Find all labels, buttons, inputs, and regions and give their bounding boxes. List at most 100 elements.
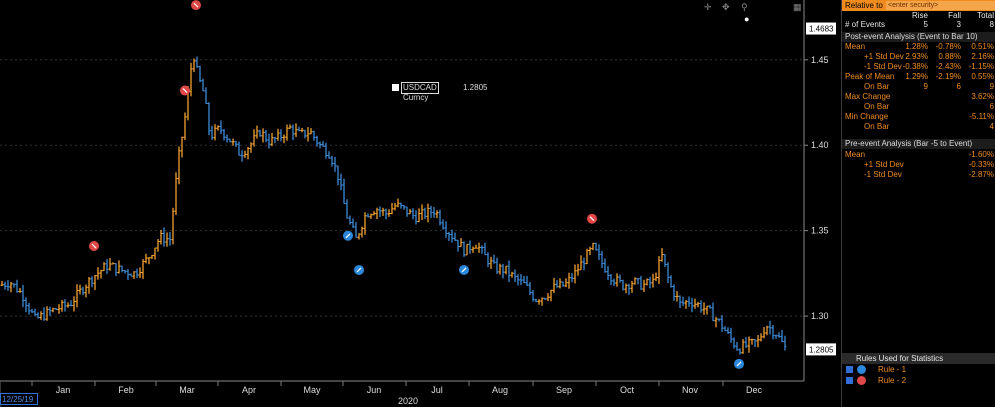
pre-event-value: -0.33% [968,160,994,169]
event-markers [89,0,744,369]
x-tick-label: Jun [367,385,382,395]
stats-value-total: 6 [989,102,994,111]
rise-event-glyph [356,267,362,273]
x-tick-label: Dec [746,385,763,395]
rule-2-checkbox[interactable] [846,377,853,384]
pre-event-label: -1 Std Dev [864,170,902,179]
stats-row-label: Peak of Mean [845,72,895,81]
stats-value-fall: 6 [956,82,961,91]
rule-row-2[interactable]: Rule - 2 [842,376,995,386]
fall-event-glyph [589,216,595,222]
x-tick-label: Apr [242,385,256,395]
stats-value-fall: -2.43% [935,62,961,71]
stats-row-label: On Bar [864,82,890,91]
gridlines [0,59,804,317]
stats-value-rise: 2.93% [905,52,928,61]
rules-section: Rules Used for Statistics Rule - 1 Rule … [842,353,995,389]
x-tick-label: Sep [556,385,572,395]
x-axis: Jan Feb Mar Apr May Jun Jul Aug Sep Oct Nov Dec 2020 [31,381,763,406]
rise-event-glyph [345,233,351,239]
legend-value: 1.2805 [463,83,488,92]
price-bars [0,56,787,355]
last-price-label: 1.2805 [809,345,834,354]
event-statistics-panel: Relative to <enter security> Rise Fall T… [841,0,995,407]
pre-event-value: -2.87% [968,170,994,179]
rule-row-1[interactable]: Rule - 1 [842,365,995,375]
pre-event-row: -1 Std Dev -2.87% [842,170,995,180]
last-price-box [806,343,836,356]
y-tick-label: 1.45 [811,55,829,65]
y-tick-label: 1.30 [811,311,829,321]
pre-event-row: +1 Std Dev -0.33% [842,160,995,170]
stats-row: Mean 1.28% -0.78% 0.51% [842,42,995,52]
stats-value-rise: 1.28% [905,42,928,51]
stats-row-label: On Bar [864,102,890,111]
relative-to-label: Relative to [845,1,883,10]
high-price-box [806,22,836,35]
crosshair-icon[interactable]: ✛ [704,2,712,12]
pan-icon[interactable]: ✥ [722,2,730,12]
stats-value-total: 9 [989,82,994,91]
col-total: Total [977,11,994,20]
pre-event-header-label: Pre-event Analysis (Bar -5 to Event) [845,139,973,148]
stats-row: On Bar 6 [842,102,995,112]
high-price-label: 1.4683 [809,25,834,34]
stats-value-rise: 5 [923,20,928,29]
rise-event-glyph [736,361,742,367]
stats-value-fall: 3 [956,20,961,29]
stats-value-total: 0.51% [971,42,994,51]
pre-event-header: Pre-event Analysis (Bar -5 to Event) [842,139,995,149]
relative-to-bar: Relative to <enter security> [842,0,995,11]
rules-header-label: Rules Used for Statistics [856,354,944,363]
y-tick-label: 1.35 [811,226,829,236]
stats-row-label: Min Change [845,112,889,121]
stats-row-label: Post-event Analysis (Event to Bar 10) [845,32,978,41]
stats-row: # of Events 5 3 8 [842,20,995,30]
rise-event-glyph [461,267,467,273]
rule-1-checkbox[interactable] [846,366,853,373]
fall-event-glyph [193,2,199,8]
stats-row: Post-event Analysis (Event to Bar 10) [842,32,995,42]
start-date-field[interactable]: 12/25/19 [0,393,38,405]
stats-row-label: -1 Std Dev [864,62,902,71]
dot-icon[interactable]: ● [744,14,750,24]
stats-value-fall: 0.88% [938,52,961,61]
stats-value-total: 3.62% [971,92,994,101]
stats-row-label: Mean [845,42,866,51]
x-tick-label: Feb [118,385,134,395]
rise-rule-icon [857,365,866,374]
stats-value-rise: 9 [923,82,928,91]
stats-row: Max Change 3.62% [842,92,995,102]
x-tick-label: May [303,385,321,395]
stats-row-label: On Bar [864,122,890,131]
stats-row: On Bar 9 6 9 [842,82,995,92]
stats-value-rise: -0.38% [902,62,928,71]
col-fall: Fall [948,11,961,20]
x-year-label: 2020 [398,396,418,406]
x-tick-label: Mar [179,385,195,395]
stats-row: Peak of Mean 1.29% -2.19% 0.55% [842,72,995,82]
zoom-icon[interactable]: ⚲ [741,2,748,12]
x-tick-label: Nov [682,385,699,395]
y-tick-label: 1.40 [811,140,829,150]
col-rise: Rise [911,11,928,20]
stats-value-total: 4 [989,122,994,131]
stats-row: -1 Std Dev -0.38% -2.43% -1.15% [842,62,995,72]
rule-2-label: Rule - 2 [878,376,907,385]
stats-header: Rise Fall Total [842,11,995,21]
rule-1-label: Rule - 1 [878,365,907,374]
legend-swatch [392,84,399,91]
grid-menu-icon[interactable]: ▦ [793,2,802,12]
security-input[interactable]: <enter security> [886,1,995,10]
stats-value-total: -5.11% [969,112,994,121]
rules-header: Rules Used for Statistics [842,353,995,364]
x-tick-label: Oct [620,385,635,395]
y-axis: 1.45 1.40 1.35 1.30 1.4683 1.2805 [804,22,836,356]
stats-row-label: # of Events [845,20,886,29]
stats-row: +1 Std Dev 2.93% 0.88% 2.16% [842,52,995,62]
stats-row: Min Change -5.11% [842,112,995,122]
legend-series-name: USDCAD Curncy [401,82,439,102]
stats-value-total: 2.16% [971,52,994,61]
stats-value-rise: 1.29% [905,72,928,81]
